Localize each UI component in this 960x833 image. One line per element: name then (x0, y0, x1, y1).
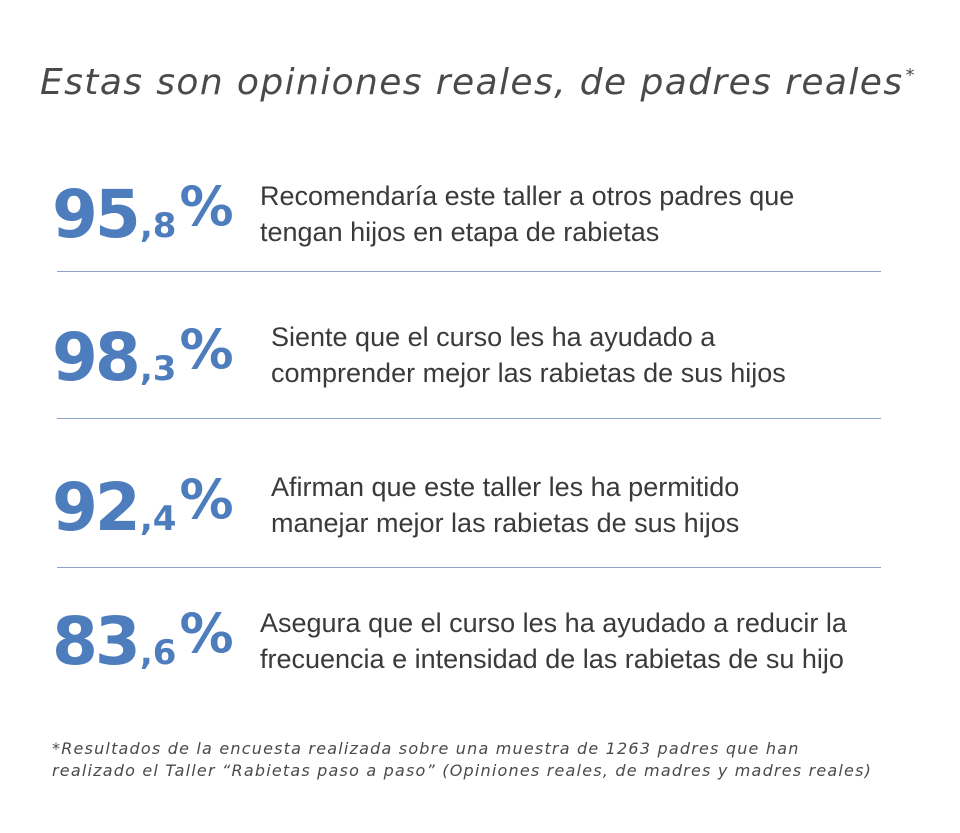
stat-description: Afirman que este taller les ha permitido… (271, 469, 739, 541)
stat-description: Siente que el curso les ha ayudado a com… (271, 319, 786, 391)
page-title: Estas son opiniones reales, de padres re… (40, 62, 940, 103)
stat-percentage: 95,8% (52, 180, 234, 248)
stat-description: Asegura que el curso les ha ayudado a re… (260, 605, 847, 677)
stat-decimal: ,3 (139, 349, 177, 389)
stat-percentage: 83,6% (52, 607, 234, 675)
stat-integer: 95 (52, 176, 141, 253)
stat-description: Recomendaría este taller a otros padres … (260, 178, 794, 250)
stat-integer: 83 (52, 603, 141, 680)
footnote: *Resultados de la encuesta realizada sob… (52, 739, 873, 780)
stat-description-line: manejar mejor las rabietas de sus hijos (271, 508, 740, 538)
stat-percentage: 98,3% (52, 323, 234, 391)
stat-integer: 92 (52, 469, 141, 546)
stat-description-line: frecuencia e intensidad de las rabietas … (260, 644, 844, 674)
stat-percentage: 92,4% (52, 473, 234, 541)
divider (57, 567, 881, 568)
stat-description-line: Afirman que este taller les ha permitido (271, 472, 740, 502)
stat-description-line: Siente que el curso les ha ayudado a (271, 322, 716, 352)
stat-description-line: tengan hijos en etapa de rabietas (260, 217, 660, 247)
page-title-text: Estas son opiniones reales, de padres re… (40, 62, 904, 103)
stat-percent-sign: % (179, 468, 234, 531)
stat-integer: 98 (52, 319, 141, 396)
stat-description-line: Asegura que el curso les ha ayudado a re… (260, 608, 847, 638)
stat-description-line: Recomendaría este taller a otros padres … (260, 181, 795, 211)
stat-description-line: comprender mejor las rabietas de sus hij… (271, 358, 786, 388)
stat-percent-sign: % (179, 602, 234, 665)
stat-percent-sign: % (179, 175, 234, 238)
stat-percent-sign: % (179, 318, 234, 381)
stat-decimal: ,4 (139, 499, 177, 539)
title-footnote-mark: * (905, 65, 916, 86)
stat-decimal: ,8 (139, 206, 177, 246)
divider (57, 418, 881, 419)
divider (57, 271, 881, 272)
stat-decimal: ,6 (139, 633, 177, 673)
